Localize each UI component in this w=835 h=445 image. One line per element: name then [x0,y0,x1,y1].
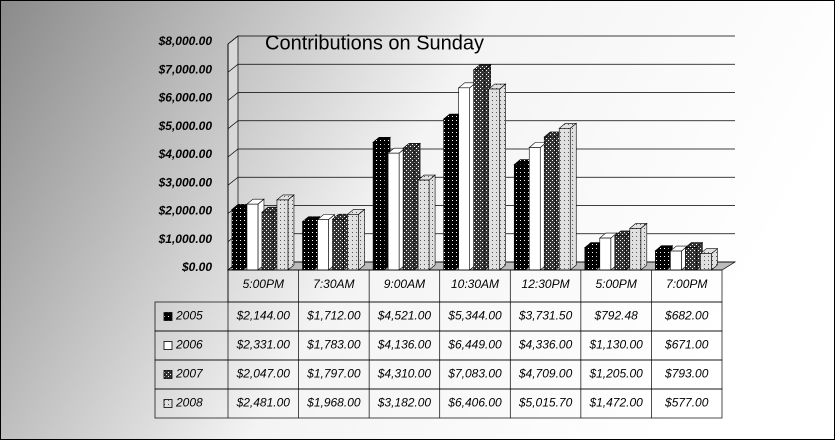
x-tick-label: 7:00PM [666,277,707,291]
bar [614,235,627,271]
bar-side [499,83,506,271]
data-label: $1,783.00 [306,338,361,352]
legend-label: 2005 [175,309,203,323]
data-label: $4,336.00 [518,338,573,352]
bar-side [287,194,295,271]
bar [488,88,500,271]
legend-label: 2008 [175,396,203,410]
bar-side [358,208,365,271]
bar-side [640,222,648,271]
bar [387,152,400,271]
legend-label: 2007 [175,367,204,381]
data-label: $577.00 [664,396,709,410]
legend-label: 2006 [175,338,203,352]
y-tick-label: $3,000.00 [158,175,213,189]
data-label: $3,182.00 [377,396,432,410]
bar [443,118,455,271]
data-label: $793.00 [664,367,709,381]
bar [417,179,430,271]
data-label: $6,449.00 [447,338,502,352]
bar-side [569,122,577,271]
bar [302,221,314,271]
bar [685,247,697,271]
legend-swatch [163,341,173,350]
bar [402,147,415,271]
data-label: $1,968.00 [306,396,361,410]
bar [231,209,244,271]
data-label: $1,130.00 [588,338,643,352]
bar [473,69,485,271]
data-label: $3,731.50 [518,309,573,323]
data-label: $1,205.00 [588,367,643,381]
x-tick-label: 7:30AM [313,277,354,291]
bar [599,237,612,271]
grid-line [227,35,735,45]
x-tick-label: 10:30AM [451,277,499,291]
bar [332,218,344,271]
legend-swatch [163,312,173,321]
data-label: $5,344.00 [447,309,502,323]
bar [584,247,597,271]
bar [629,228,642,271]
bar-side [428,174,436,271]
bar [372,141,385,271]
data-label: $4,136.00 [377,338,432,352]
y-tick-label: $4,000.00 [158,147,213,161]
chart-title: Contributions on Sunday [265,32,484,54]
bar [317,219,329,271]
x-tick-label: 5:00PM [243,277,284,291]
data-label: $5,015.70 [518,396,573,410]
bar [700,253,712,271]
bar [670,250,682,271]
legend-swatch [163,370,173,379]
grid-line [227,63,735,73]
y-tick-label: $6,000.00 [158,91,213,105]
x-tick-label: 9:00AM [384,277,425,291]
grid-line [227,92,735,101]
y-tick-label: $0.00 [181,260,212,274]
data-label: $1,712.00 [306,309,361,323]
data-label: $792.48 [593,309,638,323]
data-label: $682.00 [664,309,709,323]
y-tick-label: $7,000.00 [158,62,213,76]
x-tick-label: 5:00PM [595,277,636,291]
data-label: $4,521.00 [377,309,432,323]
table-row [154,388,723,419]
data-label: $7,083.00 [447,367,502,381]
bar [458,87,470,271]
bar [543,136,556,271]
grid-line [227,120,735,130]
data-label: $2,047.00 [236,367,291,381]
x-tick-label: 12:30PM [522,277,570,291]
data-label: $2,144.00 [236,309,291,323]
bar [246,203,259,271]
data-label: $4,709.00 [518,367,573,381]
bar [513,164,526,271]
legend-swatch [163,399,173,408]
data-label: $1,797.00 [306,367,361,381]
y-tick-label: $5,000.00 [158,119,213,133]
bar [261,211,274,271]
bar [347,214,359,271]
bar [655,250,667,271]
data-label: $1,472.00 [588,396,643,410]
data-label: $2,331.00 [236,338,291,352]
bar [558,128,571,271]
data-label: $671.00 [664,338,709,352]
bar [528,147,541,271]
bar [276,199,289,271]
data-label: $2,481.00 [236,396,291,410]
y-tick-label: $2,000.00 [158,204,213,218]
data-label: $4,310.00 [377,367,432,381]
y-tick-label: $8,000.00 [158,34,213,48]
y-tick-label: $1,000.00 [158,232,213,246]
data-label: $6,406.00 [447,396,502,410]
